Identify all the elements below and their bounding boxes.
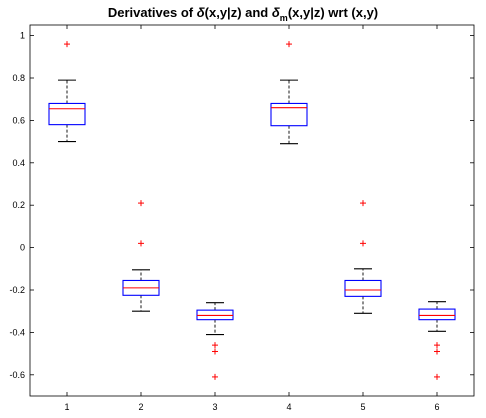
x-tick-label: 6	[434, 402, 439, 412]
box-group-5	[344, 200, 382, 314]
y-tick-label: -0.2	[9, 285, 25, 295]
iqr-box	[48, 102, 86, 126]
x-tick-label: 3	[212, 402, 217, 412]
title-part-2: (x,y|z) wrt (x,y)	[288, 5, 378, 20]
outlier-point	[212, 342, 218, 349]
box-group-2	[122, 200, 160, 312]
outlier-point	[64, 41, 70, 48]
y-tick-label: 0.2	[12, 200, 25, 210]
y-tick-label: -0.4	[9, 327, 25, 337]
outlier-point	[434, 348, 440, 355]
outlier-point	[212, 348, 218, 355]
boxes-layer	[48, 41, 456, 380]
outlier-point	[360, 200, 366, 207]
y-tick-label: 0	[20, 243, 25, 253]
outlier-point	[434, 342, 440, 349]
y-axis: -0.6 -0.4 -0.2 0 0.2 0.4 0.6 0.8 1	[9, 31, 474, 380]
title-subscript: m	[280, 13, 288, 23]
box-group-1	[48, 41, 86, 143]
outlier-point	[360, 240, 366, 247]
iqr-box	[270, 102, 308, 127]
y-tick-label: 0.6	[12, 115, 25, 125]
iqr-box	[418, 308, 456, 321]
title-prefix: Derivatives of	[108, 5, 197, 20]
box-group-3	[196, 302, 234, 380]
y-tick-label: -0.6	[9, 370, 25, 380]
y-tick-label: 1	[20, 31, 25, 41]
x-tick-label: 1	[64, 402, 69, 412]
outlier-point	[138, 240, 144, 247]
x-tick-label: 4	[286, 402, 291, 412]
box-group-6	[418, 301, 456, 380]
plot-area-frame	[29, 24, 475, 397]
outlier-point	[212, 373, 218, 380]
outlier-point	[434, 373, 440, 380]
outlier-point	[138, 200, 144, 207]
y-tick-label: 0.4	[12, 158, 25, 168]
x-tick-label: 5	[360, 402, 365, 412]
x-tick-label: 2	[138, 402, 143, 412]
x-axis: 1 2 3 4 5 6	[64, 25, 440, 412]
title-symbol-delta: δ	[197, 5, 205, 20]
box-group-4	[270, 41, 308, 145]
title-symbol-delta-m: δ	[272, 5, 280, 20]
outlier-point	[286, 41, 292, 48]
chart-title: Derivatives of δ(x,y|z) and δm(x,y|z) wr…	[108, 5, 378, 23]
iqr-box	[344, 279, 382, 297]
y-tick-label: 0.8	[12, 73, 25, 83]
title-part-1: (x,y|z) and	[205, 5, 272, 20]
